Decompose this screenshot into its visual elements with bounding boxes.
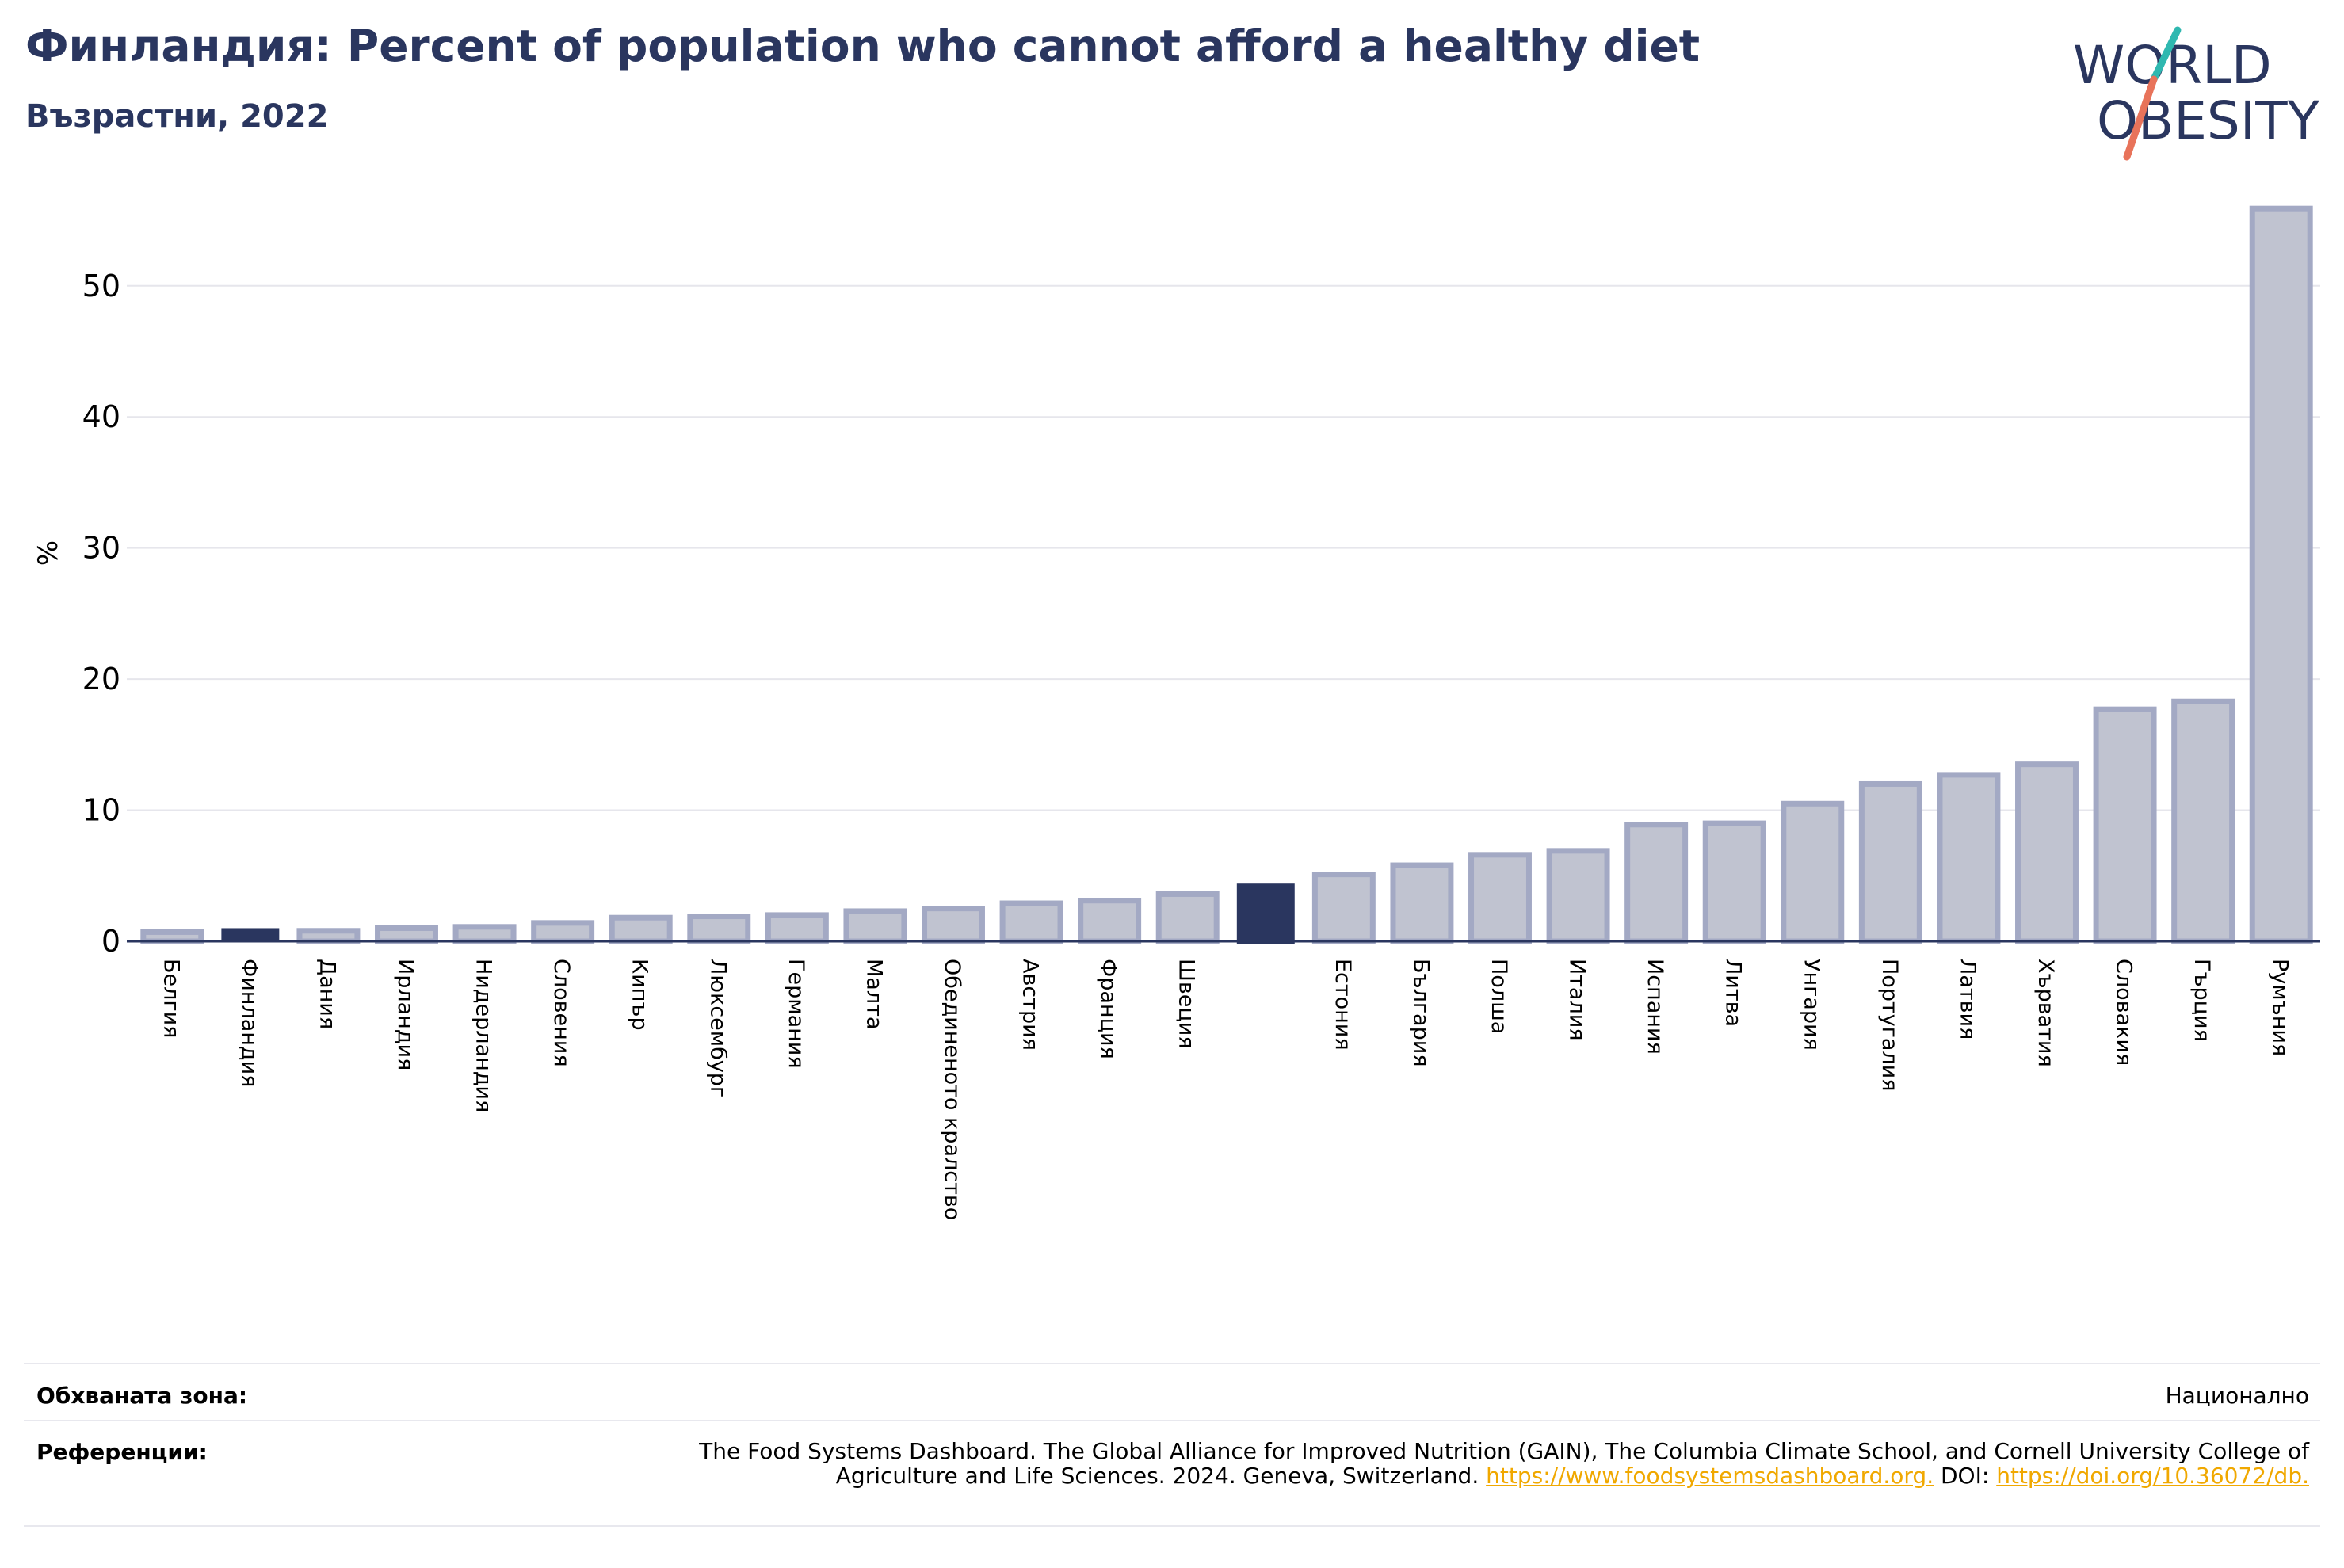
- category-label: Малта: [861, 959, 886, 1029]
- bar-Словения: [531, 920, 595, 944]
- category-label: Ирландия: [393, 959, 418, 1070]
- bar-Румъния: [2249, 205, 2313, 944]
- y-tick-label: 10: [82, 793, 120, 828]
- category-label: Румъния: [2268, 959, 2292, 1056]
- bar-Малта: [843, 908, 907, 944]
- bar-Германия: [765, 912, 829, 944]
- category-label: Словения: [549, 959, 574, 1067]
- bar-chart: 0 10 20 30 40 50 Белгия Финландия Дания Ирландия…: [32, 205, 2320, 1220]
- bar-Кипър: [609, 914, 673, 944]
- category-label: Унгария: [1799, 959, 1823, 1051]
- references-text-block: The Food Systems Dashboard. The Global A…: [645, 1439, 2309, 1488]
- category-label: Обединеното кралство: [940, 959, 964, 1220]
- bar-Унгария: [1781, 800, 1845, 944]
- coverage-value: Национално: [2165, 1383, 2309, 1409]
- category-label: Полша: [1487, 959, 1511, 1034]
- bar-България: [1390, 862, 1454, 944]
- world-obesity-logo: WORLD OBESITY: [2073, 26, 2320, 161]
- bar-Люксембург: [687, 914, 751, 944]
- category-label: Дания: [315, 959, 339, 1029]
- bar-Ирландия: [375, 925, 438, 944]
- y-tick-label: 20: [82, 662, 120, 696]
- chart-subtitle: Възрастни, 2022: [25, 98, 329, 135]
- category-labels: Белгия Финландия Дания Ирландия Нидерландия С…: [158, 959, 2292, 1220]
- category-label: Финландия: [237, 959, 262, 1087]
- bar-Словакия: [2093, 706, 2157, 944]
- category-label: Кипър: [628, 959, 652, 1031]
- category-label: България: [1408, 959, 1433, 1067]
- category-label: Гърция: [2189, 959, 2214, 1042]
- y-tick-label: 50: [82, 269, 120, 303]
- category-label: Испания: [1643, 959, 1667, 1055]
- references-link-dashboard[interactable]: https://www.foodsystemsdashboard.org.: [1486, 1463, 1934, 1489]
- category-label: Люксембург: [705, 959, 730, 1097]
- bar-Гърция: [2171, 698, 2235, 944]
- y-tick-label: 40: [82, 399, 120, 434]
- bar-Полша: [1468, 852, 1532, 944]
- logo-slash-teal: [2150, 26, 2182, 83]
- chart-title: Финландия: Percent of population who can…: [25, 21, 1701, 71]
- category-label: Нидерландия: [471, 959, 496, 1112]
- footer-divider-middle: [24, 1420, 2320, 1421]
- category-label: Франция: [1096, 959, 1120, 1059]
- category-label: Латвия: [1955, 959, 1979, 1040]
- bar-Нидерландия: [452, 924, 517, 944]
- category-label: Словакия: [2112, 959, 2136, 1066]
- references-label: Референции:: [36, 1439, 208, 1465]
- category-label: Литва: [1721, 959, 1746, 1027]
- category-label: Естония: [1330, 959, 1355, 1051]
- bar-Дания: [296, 928, 361, 944]
- category-label: Белгия: [158, 959, 183, 1038]
- y-tick-label: 0: [101, 924, 120, 959]
- bar-Латвия: [1937, 772, 2001, 944]
- footer-divider-top: [24, 1363, 2320, 1364]
- category-label: Хърватия: [2033, 959, 2058, 1067]
- bar-Хърватия: [2015, 761, 2079, 944]
- logo-slash-red: [2123, 75, 2158, 161]
- bar-highlight: [1236, 883, 1295, 944]
- bars: [140, 205, 2313, 944]
- y-tick-labels: 0 10 20 30 40 50: [82, 269, 120, 959]
- bar-Финландия: [221, 928, 280, 941]
- bar-Франция: [1078, 898, 1142, 944]
- bar-Литва: [1702, 820, 1766, 944]
- bar-Италия: [1546, 848, 1610, 944]
- bar-Австрия: [999, 900, 1063, 944]
- references-link-doi[interactable]: https://doi.org/10.36072/db.: [1996, 1463, 2309, 1489]
- references-text: The Food Systems Dashboard. The Global A…: [699, 1438, 2309, 1489]
- y-tick-label: 30: [82, 531, 120, 566]
- bar-Швеция: [1155, 891, 1220, 944]
- footer-divider-bottom: [24, 1525, 2320, 1527]
- y-axis-label: %: [32, 540, 64, 566]
- category-label: Португалия: [1877, 959, 1902, 1091]
- bar-Португалия: [1858, 780, 1922, 944]
- category-label: Германия: [784, 959, 808, 1069]
- category-label: Швеция: [1174, 959, 1199, 1049]
- category-label: Австрия: [1018, 959, 1043, 1051]
- bar-Обединеното кралство: [922, 906, 985, 944]
- category-label: Италия: [1565, 959, 1590, 1041]
- bar-Естония: [1311, 872, 1376, 944]
- gridlines: [127, 284, 2320, 811]
- bar-Испания: [1624, 822, 1689, 944]
- coverage-label: Обхваната зона:: [36, 1383, 248, 1409]
- references-doi-label: DOI:: [1941, 1463, 1990, 1489]
- bar-Белгия: [140, 929, 204, 944]
